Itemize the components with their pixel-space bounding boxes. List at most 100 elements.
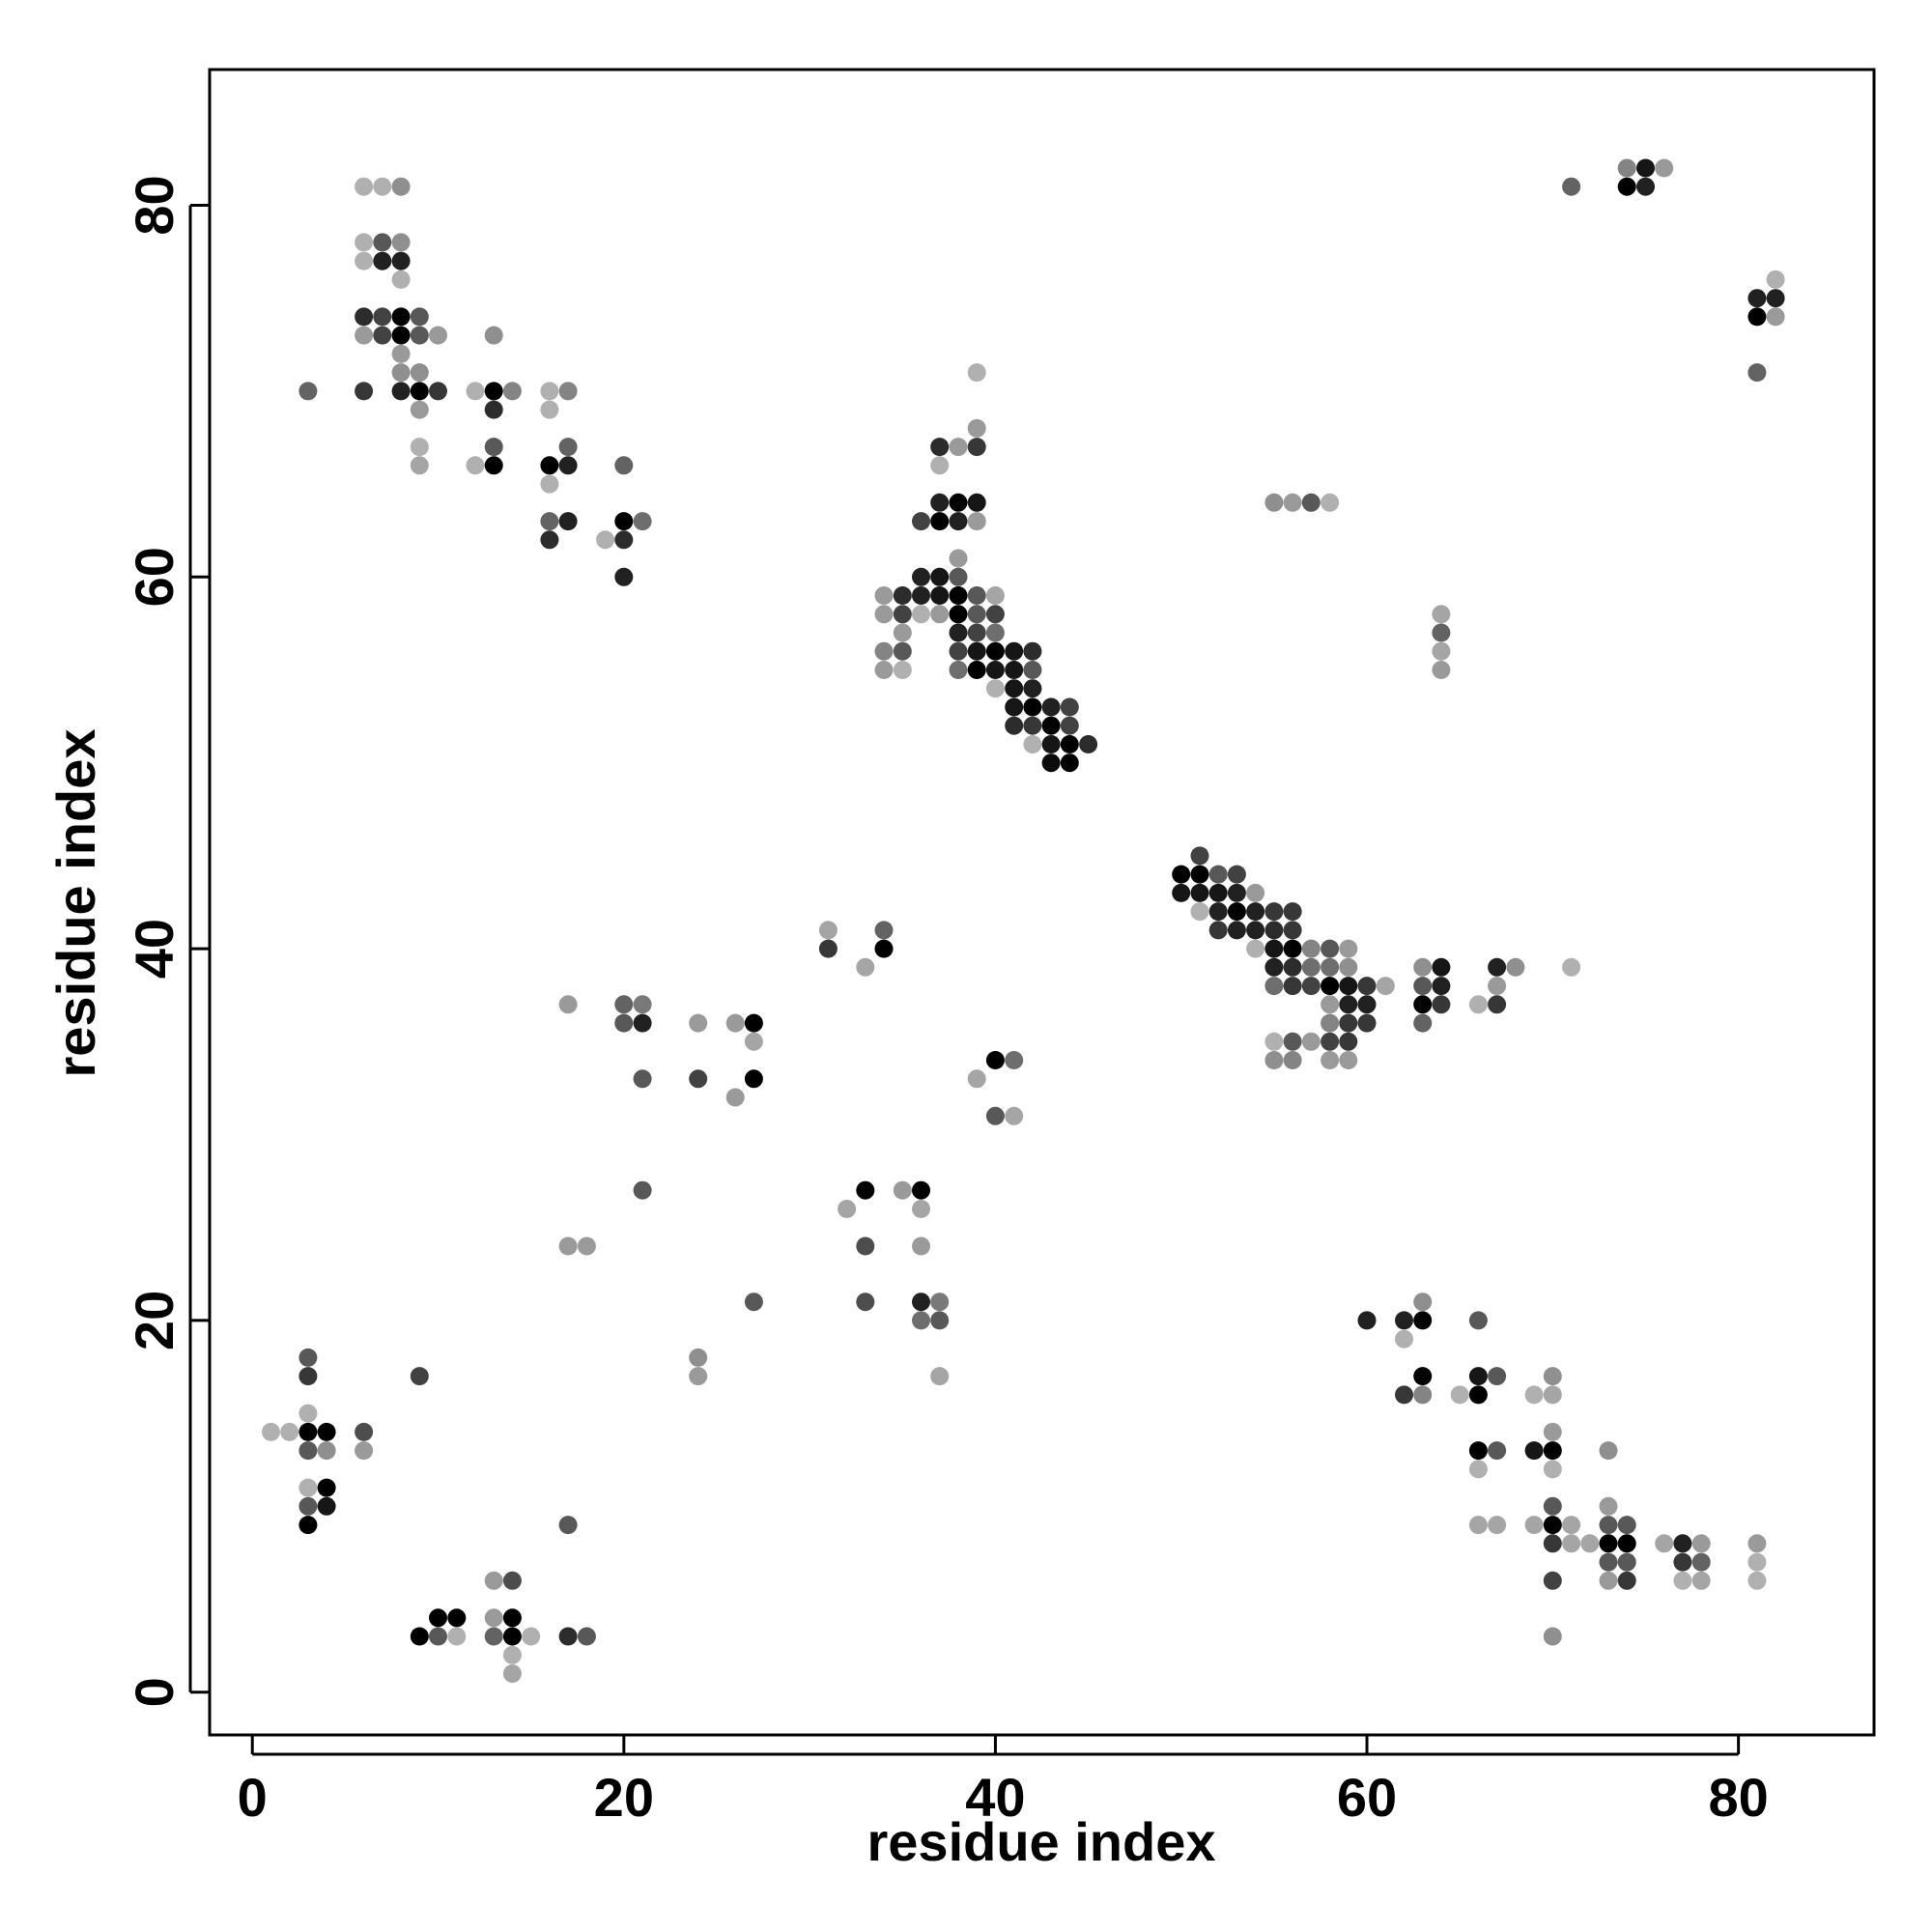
contact-point [1673, 1571, 1692, 1590]
contact-point [1246, 921, 1265, 940]
contact-point [1321, 957, 1340, 977]
contact-point [410, 326, 429, 345]
contact-point [967, 1069, 986, 1089]
contact-point [1543, 1441, 1562, 1461]
contact-point [355, 326, 374, 345]
contact-point [1283, 493, 1302, 512]
contact-point [1060, 753, 1079, 773]
y-tick-label: 20 [124, 1291, 185, 1350]
contact-point [912, 605, 930, 624]
contact-point [614, 530, 634, 550]
contact-point [298, 1404, 318, 1423]
contact-point [1023, 679, 1042, 698]
contact-point [1172, 865, 1191, 884]
contact-point [1190, 846, 1209, 866]
contact-point [744, 1069, 763, 1089]
contact-point [1376, 977, 1395, 996]
contact-point [1283, 902, 1302, 922]
contact-point [447, 1608, 467, 1628]
contact-point [912, 1180, 930, 1200]
contact-point [1339, 939, 1358, 958]
contact-point [1041, 716, 1061, 735]
contact-point [1747, 1571, 1767, 1590]
contact-point [949, 605, 968, 624]
contact-point [502, 1608, 522, 1628]
contact-point [633, 1180, 652, 1200]
contact-point [818, 921, 838, 940]
contact-point [1432, 623, 1451, 642]
contact-point [596, 530, 615, 550]
contact-point [689, 1013, 708, 1033]
contact-point [912, 1200, 930, 1218]
contact-point [298, 1441, 318, 1461]
contact-point [1357, 1013, 1377, 1033]
contact-point [1227, 883, 1246, 902]
contact-point [466, 382, 485, 401]
contact-point [410, 456, 429, 475]
contact-point [1301, 977, 1321, 996]
contact-point [1599, 1534, 1618, 1553]
x-tick-label: 40 [965, 1767, 1025, 1828]
contact-point [1691, 1534, 1711, 1553]
contact-point [930, 1293, 950, 1312]
contact-point [614, 567, 634, 586]
contact-point [1524, 1385, 1544, 1405]
contact-point [1023, 716, 1042, 735]
contact-point [558, 995, 578, 1014]
contact-point [949, 586, 968, 605]
contact-point [484, 1608, 503, 1628]
contact-point [1023, 697, 1042, 717]
contact-point [373, 326, 392, 345]
contact-point [410, 382, 429, 401]
contact-point [484, 400, 503, 419]
contact-point [1005, 1106, 1024, 1125]
contact-point [429, 326, 447, 345]
contact-point [893, 661, 912, 679]
contact-point [558, 1236, 578, 1256]
contact-point [1264, 1032, 1284, 1051]
contact-point [893, 586, 912, 605]
y-axis: 0 20 40 60 80 [124, 175, 210, 1707]
contact-point [540, 456, 559, 475]
contact-point [373, 307, 392, 327]
contact-point [1468, 995, 1488, 1014]
contact-point [1321, 1013, 1340, 1033]
contact-point [1468, 1441, 1488, 1461]
contact-point [391, 363, 411, 383]
contact-point [949, 641, 968, 661]
contact-point [1264, 1051, 1284, 1069]
contact-point [298, 1348, 318, 1367]
contact-point [725, 1013, 745, 1033]
contact-point [1413, 1385, 1433, 1405]
contact-point [949, 567, 968, 586]
contact-point [1617, 1571, 1636, 1590]
contact-point [1172, 883, 1191, 902]
y-tick-label: 80 [124, 175, 185, 235]
contact-point [1524, 1516, 1544, 1535]
contact-point [1301, 493, 1321, 512]
contact-point [1283, 921, 1302, 940]
contact-point [893, 605, 912, 624]
x-axis: 0 20 40 60 80 [238, 1735, 1769, 1828]
contact-point [1432, 661, 1451, 679]
contact-point [410, 400, 429, 419]
contact-point [856, 1236, 875, 1256]
contact-point [949, 438, 968, 457]
contact-point [429, 1627, 447, 1646]
contact-point [1283, 1032, 1302, 1051]
contact-point [1488, 1441, 1507, 1461]
contact-point [1413, 957, 1433, 977]
contact-point [502, 1627, 522, 1646]
contact-point [1227, 865, 1246, 884]
contact-point [1468, 1460, 1488, 1479]
contact-point [912, 512, 930, 531]
contact-point [1468, 1385, 1488, 1405]
x-tick-label: 20 [594, 1767, 654, 1828]
y-tick-label: 60 [124, 547, 185, 607]
contact-point [1321, 1051, 1340, 1069]
contact-point [985, 1106, 1005, 1125]
contact-point [1060, 735, 1079, 753]
contact-point [1246, 883, 1265, 902]
contact-point [1190, 902, 1209, 922]
